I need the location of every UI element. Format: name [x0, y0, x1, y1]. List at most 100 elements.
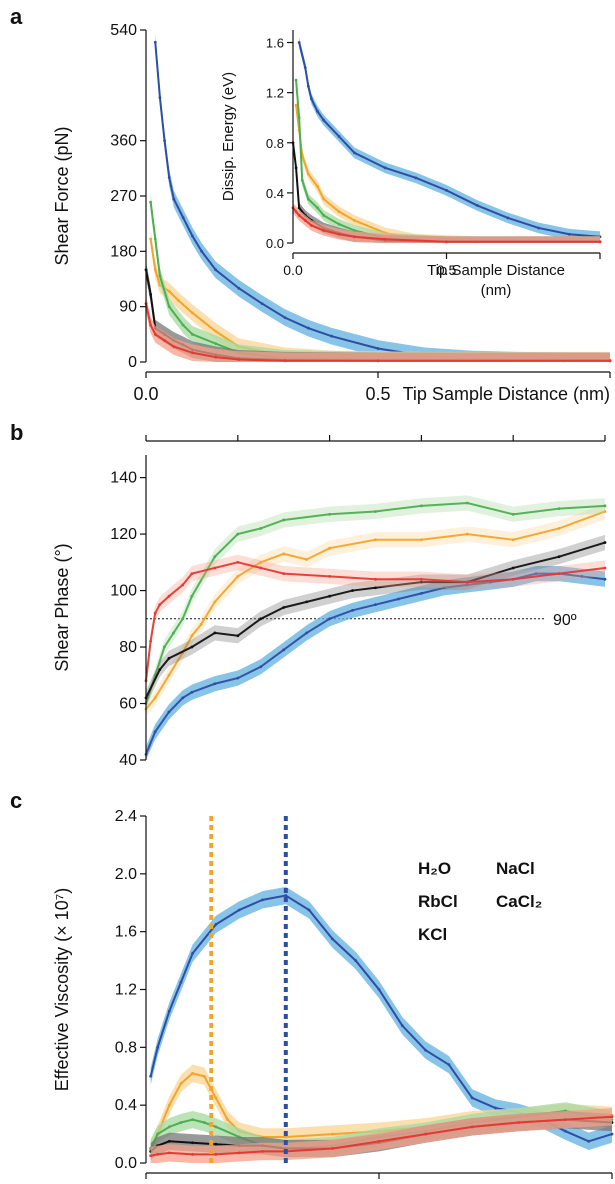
data-point: [282, 552, 286, 556]
data-point: [608, 359, 612, 363]
data-point: [149, 292, 153, 296]
data-point: [603, 510, 607, 513]
data-point: [306, 197, 310, 201]
data-point: [179, 1082, 183, 1085]
data-point: [354, 959, 358, 962]
data-point: [156, 1152, 160, 1156]
data-point: [557, 555, 561, 559]
y-tick-label: 120: [110, 526, 137, 543]
data-point: [470, 1125, 474, 1129]
panel-c-viscosity-chart: 0.0 0.4 0.8 1.2 1.6 2.0 2.4 Effective Viscosity…: [52, 808, 614, 1179]
data-point: [610, 1115, 614, 1119]
y-tick-label: 1.2: [266, 86, 284, 101]
data-point: [331, 937, 334, 941]
legend: H₂O NaCl RbCl CaCl₂ KCl: [418, 859, 542, 944]
data-point: [202, 1121, 206, 1124]
y-tick-label: 0.8: [115, 1039, 137, 1056]
data-point: [587, 1139, 591, 1143]
data-point: [424, 1132, 427, 1136]
data-point: [374, 603, 377, 607]
data-point: [383, 166, 387, 170]
data-point: [603, 541, 607, 544]
series-band-4: [293, 202, 600, 243]
series-band-4: [146, 295, 610, 362]
legend-h2o: H₂O: [418, 859, 451, 878]
y-tick-label: 0.0: [266, 236, 284, 251]
data-point: [191, 1141, 195, 1145]
data-point: [167, 1009, 171, 1013]
data-point: [511, 577, 515, 581]
series-line-0: [298, 42, 601, 238]
data-point: [445, 240, 448, 244]
data-point: [167, 1125, 171, 1129]
data-point: [199, 623, 203, 626]
data-point: [237, 908, 241, 912]
data-point: [475, 204, 479, 207]
data-point: [236, 575, 240, 578]
y-tick-label: 140: [110, 470, 137, 487]
data-point: [337, 135, 341, 138]
data-point: [259, 617, 263, 621]
data-point: [236, 532, 240, 536]
data-point: [259, 527, 263, 530]
panel-label-b: b: [10, 420, 23, 445]
data-point: [374, 510, 377, 513]
data-point: [181, 216, 185, 219]
data-point: [158, 668, 162, 672]
data-point: [374, 586, 377, 590]
data-point: [149, 1154, 153, 1158]
data-point: [322, 197, 326, 201]
y-axis-label: Shear Force (pN): [52, 126, 72, 265]
data-point: [149, 323, 153, 327]
data-point: [307, 908, 311, 912]
data-point: [557, 527, 561, 530]
data-point: [330, 334, 333, 338]
data-point: [537, 226, 540, 230]
data-point: [167, 176, 171, 179]
panel-label-a: a: [10, 4, 23, 29]
data-point: [282, 648, 286, 652]
x-axis-label: Tip Sample Distance: [427, 262, 565, 279]
data-point: [294, 166, 298, 170]
data-point: [351, 589, 354, 592]
data-point: [167, 1139, 171, 1143]
data-point: [191, 951, 195, 955]
data-point: [200, 249, 204, 253]
y-tick-label: 0.0: [115, 1155, 137, 1172]
data-point: [153, 696, 157, 700]
data-point: [303, 66, 307, 69]
data-point: [214, 1142, 218, 1146]
data-point: [580, 575, 584, 578]
data-point: [470, 1096, 474, 1100]
data-point: [310, 97, 313, 101]
data-point: [564, 1118, 567, 1122]
series-band-1: [150, 1064, 612, 1158]
data-point: [603, 566, 607, 570]
data-point: [191, 311, 194, 315]
data-point: [322, 118, 326, 122]
data-point: [374, 538, 377, 542]
data-point: [181, 583, 185, 587]
y-tick-label: 0.8: [266, 136, 284, 151]
data-point: [351, 608, 354, 612]
data-point: [294, 210, 298, 214]
y-tick-label: 270: [110, 188, 137, 205]
data-point: [328, 617, 331, 621]
series-band-4: [150, 1108, 612, 1163]
data-point: [414, 176, 418, 180]
data-point: [202, 1074, 206, 1078]
x-tick-label: 0.5: [437, 262, 457, 278]
data-point: [445, 188, 448, 192]
data-point: [214, 355, 218, 359]
data-point: [213, 682, 217, 686]
y-tick-label: 2.4: [115, 808, 137, 825]
data-point: [181, 323, 185, 327]
y-tick-label: 540: [110, 22, 137, 39]
data-point: [213, 600, 217, 604]
x-tick-label: 0.5: [365, 384, 390, 404]
data-point: [284, 1135, 288, 1139]
data-point: [282, 518, 286, 522]
data-point: [300, 178, 304, 182]
y-tick-label: 1.2: [115, 982, 137, 999]
